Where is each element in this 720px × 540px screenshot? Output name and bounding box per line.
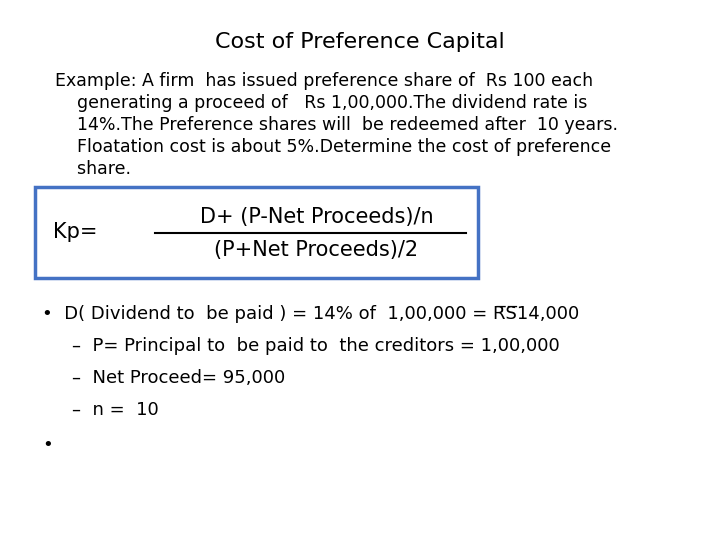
Text: •: • bbox=[42, 436, 53, 454]
Text: (P+Net Proceeds)/2: (P+Net Proceeds)/2 bbox=[215, 240, 418, 260]
FancyBboxPatch shape bbox=[35, 187, 478, 278]
Text: D+ (P-Net Proceeds)/n: D+ (P-Net Proceeds)/n bbox=[199, 207, 433, 227]
Text: generating a proceed of   Rs 1,00,000.The dividend rate is: generating a proceed of Rs 1,00,000.The … bbox=[55, 94, 588, 112]
Text: Example: A firm  has issued preference share of  Rs 100 each: Example: A firm has issued preference sh… bbox=[55, 72, 593, 90]
Text: Kp=: Kp= bbox=[53, 222, 97, 242]
Text: Cost of Preference Capital: Cost of Preference Capital bbox=[215, 32, 505, 52]
Text: –  Net Proceed= 95,000: – Net Proceed= 95,000 bbox=[72, 369, 285, 387]
Text: •  D( Dividend to  be paid ) = 14% of  1,00,000 = R̅S̅14,000: • D( Dividend to be paid ) = 14% of 1,00… bbox=[42, 305, 580, 323]
Text: –  P= Principal to  be paid to  the creditors = 1,00,000: – P= Principal to be paid to the credito… bbox=[72, 337, 559, 355]
Text: 14%.The Preference shares will  be redeemed after  10 years.: 14%.The Preference shares will be redeem… bbox=[55, 116, 618, 134]
Text: share.: share. bbox=[55, 160, 131, 178]
Text: Floatation cost is about 5%.Determine the cost of preference: Floatation cost is about 5%.Determine th… bbox=[55, 138, 611, 156]
Text: –  n =  10: – n = 10 bbox=[72, 401, 158, 419]
